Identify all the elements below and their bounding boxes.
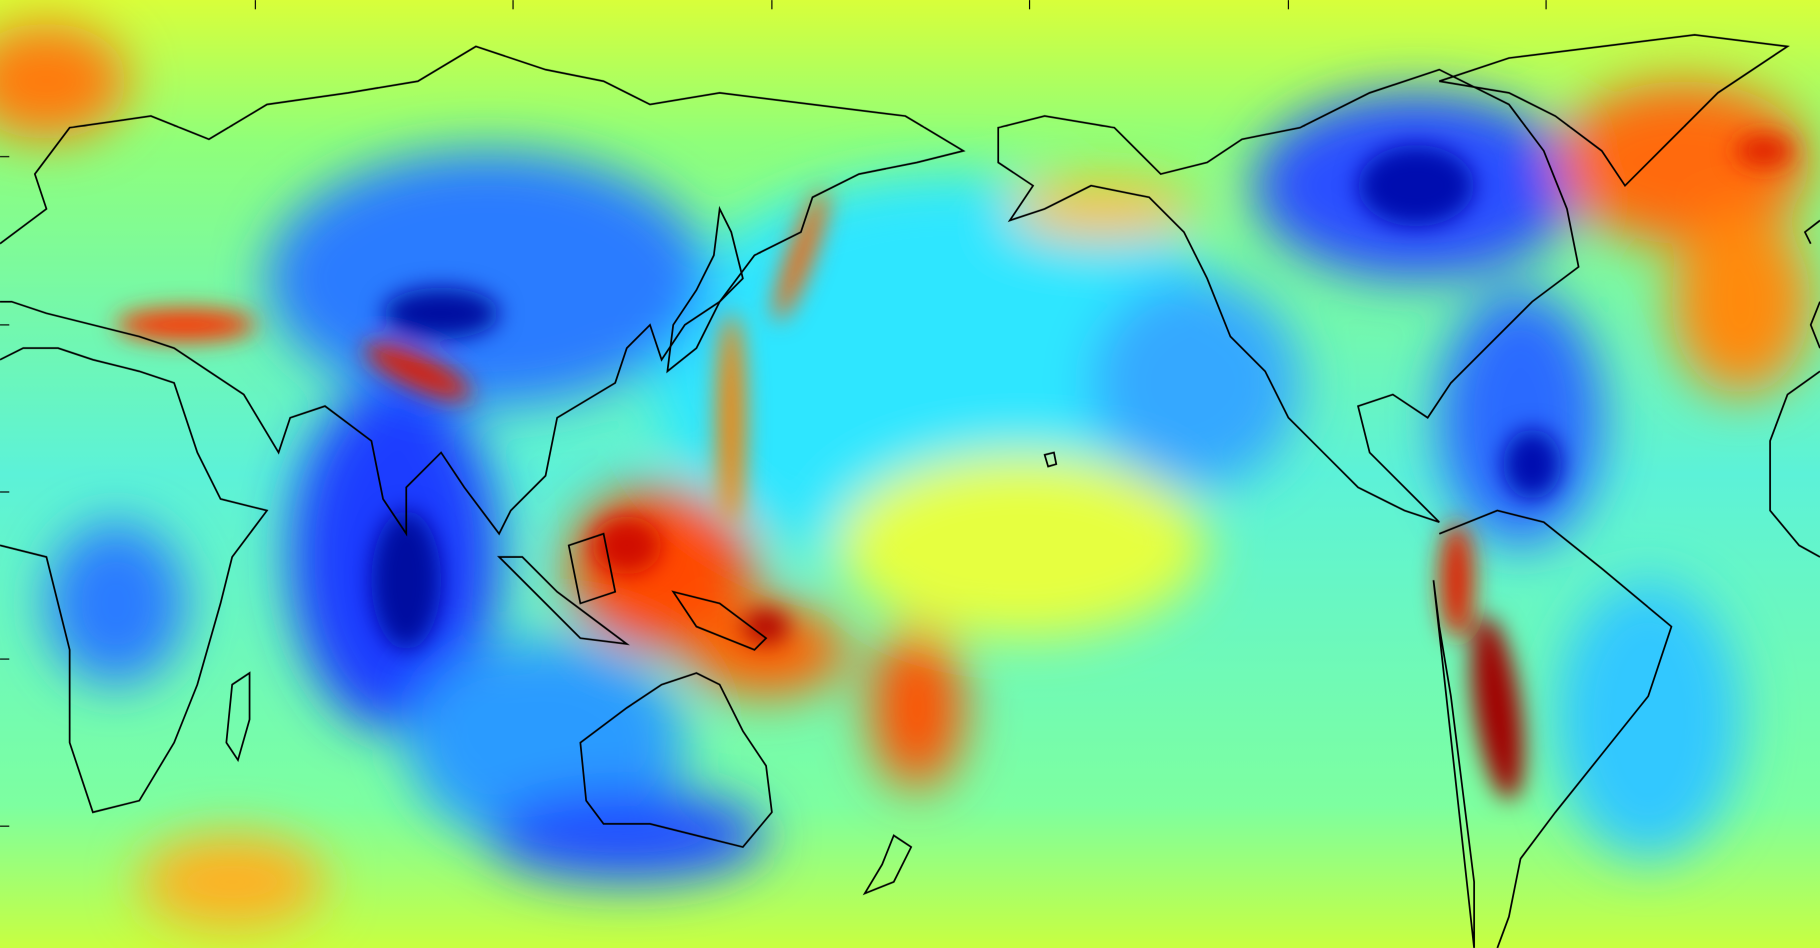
coast-indonesia — [497, 532, 768, 651]
field-small — [116, 134, 1794, 800]
coast-north-america — [997, 68, 1580, 523]
coastlines — [0, 33, 1820, 948]
frame-ticks — [0, 0, 1547, 827]
coast-hawaii — [1043, 451, 1058, 468]
coast-greenland — [1439, 33, 1790, 188]
coast-africa — [0, 347, 269, 814]
coast-eurasia — [0, 45, 966, 537]
coast-madagascar — [225, 671, 251, 763]
coast-australia — [579, 672, 773, 849]
coast-south-america — [1432, 509, 1673, 948]
coast-new-zealand — [862, 834, 913, 896]
coast-europe-west — [1769, 219, 1820, 558]
coast-japan — [666, 205, 744, 374]
field-large — [0, 23, 1811, 929]
